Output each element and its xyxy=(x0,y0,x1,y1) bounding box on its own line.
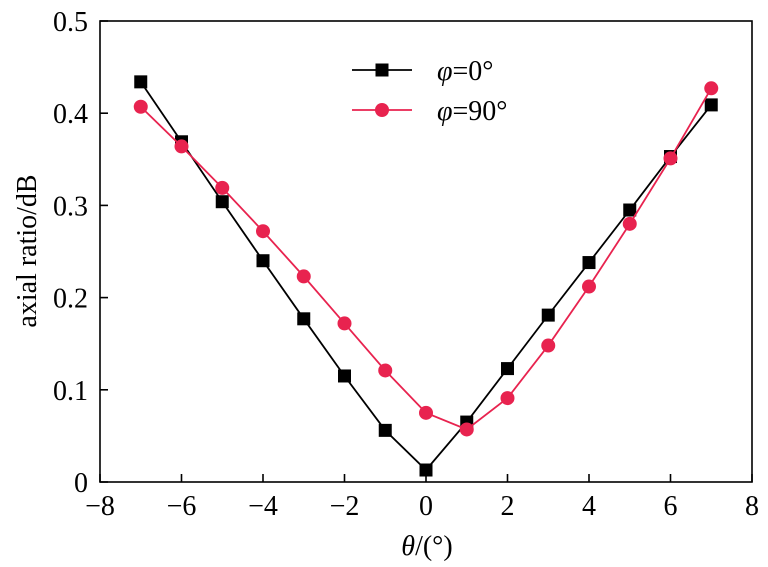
data-point xyxy=(338,369,351,383)
x-axis-label-unit: /(°) xyxy=(415,531,453,562)
data-point xyxy=(623,203,637,217)
series-line xyxy=(140,87,713,431)
y-tick-label: 0 xyxy=(74,468,88,499)
legend-entry: φ=90° xyxy=(352,96,508,127)
y-tick-label: 0.1 xyxy=(53,376,88,407)
legend-label: φ=0° xyxy=(437,56,494,87)
legend-label-value: =0° xyxy=(453,56,494,87)
data-point xyxy=(459,422,474,437)
legend-label-symbol: φ xyxy=(437,56,453,87)
data-point xyxy=(704,81,719,96)
data-point xyxy=(541,308,555,322)
x-tick-label: 8 xyxy=(745,491,759,522)
x-axis-label: θ/(°) xyxy=(401,531,452,562)
x-tick-label: 6 xyxy=(664,491,678,522)
legend: φ=0°φ=90° xyxy=(352,56,508,127)
y-tick-label: 0.3 xyxy=(53,191,88,222)
legend-entry: φ=0° xyxy=(352,56,494,87)
data-point xyxy=(501,362,514,376)
series-0 xyxy=(134,75,718,477)
legend-marker xyxy=(375,63,389,77)
data-point xyxy=(500,391,515,406)
y-tick-label: 0.5 xyxy=(53,7,88,38)
data-point xyxy=(419,463,433,477)
data-point xyxy=(704,98,718,112)
data-point xyxy=(378,363,393,378)
x-tick-label: 0 xyxy=(419,491,433,522)
data-point xyxy=(663,151,678,166)
x-tick-label: −2 xyxy=(330,491,360,522)
data-point xyxy=(215,180,230,195)
data-point xyxy=(378,423,392,437)
data-point xyxy=(215,195,229,209)
legend-label: φ=90° xyxy=(437,96,508,127)
ticks: −8 −6 −4 −2 0 2 4 6 8 0 0.1 0.2 0.3 0.4 0.5 xyxy=(53,7,759,522)
data-point xyxy=(337,316,352,331)
data-point xyxy=(541,338,556,353)
data-point xyxy=(296,269,311,284)
data-point xyxy=(256,254,270,268)
x-tick-label: 2 xyxy=(501,491,515,522)
data-point xyxy=(582,279,596,294)
legend-marker xyxy=(375,103,389,117)
legend-label-symbol: φ xyxy=(437,96,453,127)
data-point xyxy=(622,216,637,231)
y-axis-label: axial ratio/dB xyxy=(12,174,43,327)
y-tick-label: 0.4 xyxy=(53,99,88,130)
legend-label-value: =90° xyxy=(453,96,508,127)
x-axis-label-symbol: θ xyxy=(401,531,415,562)
data-point xyxy=(174,139,189,154)
x-tick-label: −6 xyxy=(167,491,197,522)
data-point xyxy=(133,99,148,114)
data-point xyxy=(297,312,311,326)
y-tick-label: 0.2 xyxy=(53,284,88,315)
data-point xyxy=(256,224,270,239)
data-point xyxy=(134,75,148,89)
data-point xyxy=(419,405,433,420)
x-tick-label: −8 xyxy=(85,491,115,522)
series-1 xyxy=(133,81,719,437)
x-tick-label: 4 xyxy=(582,491,596,522)
data-point xyxy=(582,256,596,270)
x-tick-label: −4 xyxy=(248,491,278,522)
series xyxy=(133,75,719,477)
